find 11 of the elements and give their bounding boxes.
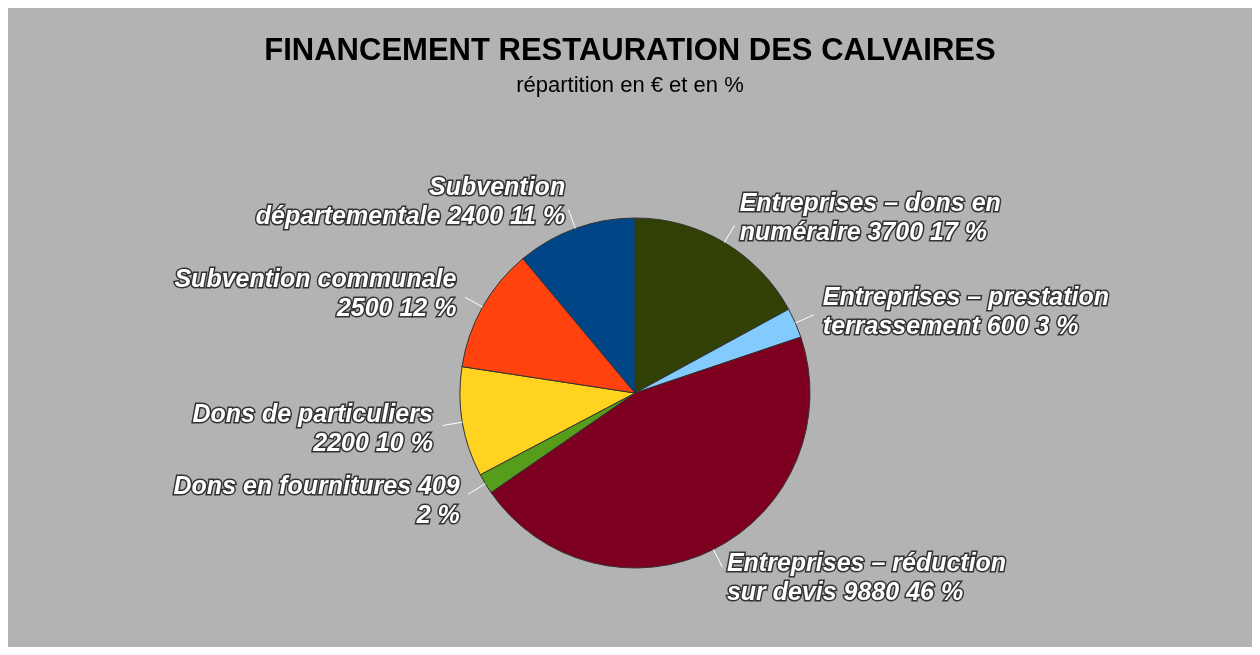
- chart-subtitle: répartition en € et en %: [515, 72, 745, 98]
- data-label: 2200 10 %: [312, 427, 433, 456]
- slice-label: Entreprises – dons en numéraire 3700 17 %: [739, 188, 1001, 246]
- slice-label: Dons de particuliers: [192, 398, 433, 427]
- slice-label: Subvention départementale 2400 11 %: [255, 171, 566, 229]
- chart-title: FINANCEMENT RESTAURATION DES CALVAIRES: [263, 31, 997, 68]
- data-label: 2500 12 %: [335, 292, 457, 321]
- slice-label: Subvention communale: [174, 263, 457, 292]
- slice-label: Dons en fournitures 409 2 %: [173, 470, 460, 528]
- slice-label: Entreprises – prestation terrassement 600 3 %: [822, 282, 1110, 340]
- slice-label: Entreprises – réduction sur devis 9880 46 %: [726, 547, 1007, 605]
